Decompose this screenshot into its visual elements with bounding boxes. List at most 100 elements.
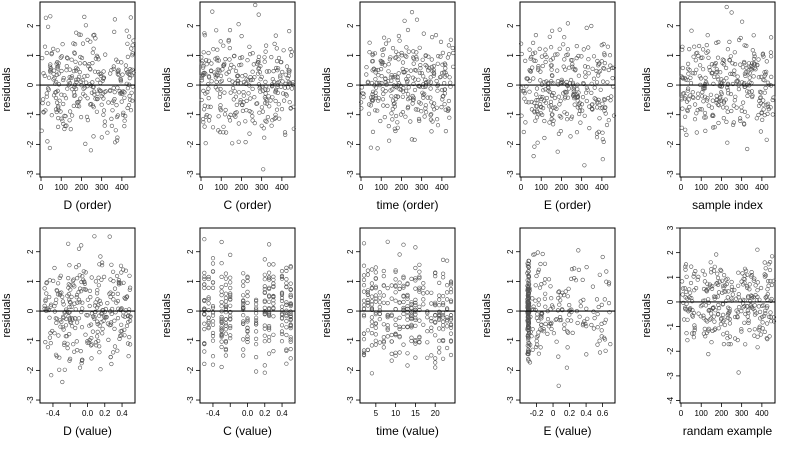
data-point: [200, 59, 205, 64]
data-point: [417, 118, 422, 123]
y-axis-label: residuals: [1, 67, 13, 112]
data-point: [411, 97, 416, 102]
data-point: [121, 280, 126, 285]
data-point: [409, 322, 414, 327]
data-point: [442, 102, 447, 107]
data-point: [254, 322, 259, 327]
data-point: [68, 127, 73, 132]
data-point: [393, 283, 398, 288]
data-point: [730, 292, 735, 297]
data-point: [721, 319, 726, 324]
data-point: [88, 67, 93, 72]
data-point: [714, 40, 719, 46]
data-point: [215, 58, 220, 63]
data-point: [55, 65, 60, 70]
data-point: [282, 130, 288, 135]
data-point: [552, 95, 558, 101]
data-point: [696, 53, 701, 59]
data-point: [88, 343, 94, 348]
data-point: [113, 128, 118, 133]
data-point: [721, 332, 726, 337]
data-point: [368, 145, 374, 150]
data-point: [441, 275, 446, 280]
data-point: [405, 27, 411, 33]
data-point: [606, 118, 611, 123]
data-point: [101, 69, 106, 74]
data-point: [762, 112, 767, 118]
data-point: [204, 112, 209, 118]
data-point: [692, 323, 697, 328]
data-point: [692, 271, 697, 277]
data-point: [287, 100, 292, 105]
data-point: [95, 91, 100, 96]
data-point: [429, 325, 434, 330]
data-point: [606, 282, 612, 287]
data-point: [749, 273, 755, 278]
data-point: [603, 317, 608, 322]
plot-frame: [679, 1, 776, 178]
data-point: [204, 62, 209, 67]
data-point: [547, 34, 552, 39]
data-point: [433, 360, 438, 365]
x-tick-label: 0.4: [276, 409, 288, 418]
data-point: [102, 314, 107, 319]
data-point: [67, 299, 72, 305]
data-point: [271, 306, 276, 311]
data-point: [610, 65, 615, 70]
data-point: [406, 85, 411, 90]
data-point: [702, 272, 707, 277]
data-point: [433, 333, 438, 338]
data-point: [401, 294, 406, 299]
data-point: [721, 99, 727, 104]
data-point: [223, 321, 228, 326]
data-point: [274, 107, 280, 112]
data-point: [692, 44, 697, 49]
data-point: [101, 108, 107, 113]
data-point: [45, 345, 51, 350]
data-point: [769, 254, 775, 259]
data-point: [361, 331, 367, 336]
data-point: [127, 335, 132, 340]
data-point: [382, 114, 387, 120]
data-point: [112, 326, 117, 332]
data-point: [65, 293, 70, 298]
data-point: [714, 281, 719, 286]
data-point: [281, 48, 286, 53]
y-tick-label: 2: [186, 23, 195, 28]
data-point: [680, 286, 686, 291]
data-point: [389, 332, 394, 338]
data-point: [127, 34, 132, 39]
data-point: [527, 360, 533, 365]
data-point: [448, 313, 454, 318]
data-point: [228, 275, 233, 280]
data-point: [527, 286, 532, 291]
data-point: [769, 296, 774, 302]
data-point: [397, 315, 402, 320]
data-point: [393, 269, 398, 274]
data-point: [447, 75, 452, 80]
data-point: [565, 52, 570, 57]
data-point: [442, 61, 447, 66]
data-point: [273, 115, 278, 120]
data-point: [97, 323, 102, 328]
data-point: [542, 80, 547, 85]
data-point: [389, 94, 394, 99]
data-point: [717, 279, 722, 284]
data-point: [745, 294, 751, 299]
data-point: [370, 51, 375, 56]
data-point: [685, 88, 690, 93]
data-point: [74, 65, 79, 70]
data-point: [234, 110, 239, 115]
data-point: [370, 58, 376, 64]
data-point: [55, 48, 60, 53]
data-point: [364, 72, 369, 77]
data-point: [110, 100, 115, 105]
data-point: [414, 17, 420, 22]
data-point: [60, 42, 65, 47]
data-point: [519, 51, 524, 57]
data-point: [706, 297, 711, 302]
data-point: [751, 33, 756, 38]
data-point: [43, 15, 49, 20]
